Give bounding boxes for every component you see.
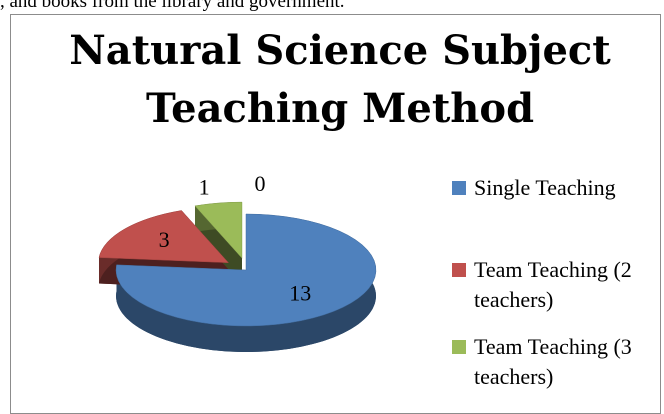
data-label: 1 [199,174,210,199]
legend-swatch [452,181,466,195]
legend-label: Team Teaching (2 teachers) [474,257,632,312]
slice [194,201,243,259]
lead-text: , and books from the library and governm… [0,0,345,12]
legend-label: Single Teaching [474,175,616,200]
legend-label: Team Teaching (3 teachers) [474,334,632,389]
legend-swatch [452,263,466,277]
data-label: 13 [289,281,311,306]
slice [98,210,230,263]
data-label: 0 [255,171,266,196]
data-label: 3 [159,227,170,252]
chart-title: Natural Science Subject Teaching Method [69,27,611,132]
legend-swatch [452,340,466,354]
slice [115,213,377,327]
